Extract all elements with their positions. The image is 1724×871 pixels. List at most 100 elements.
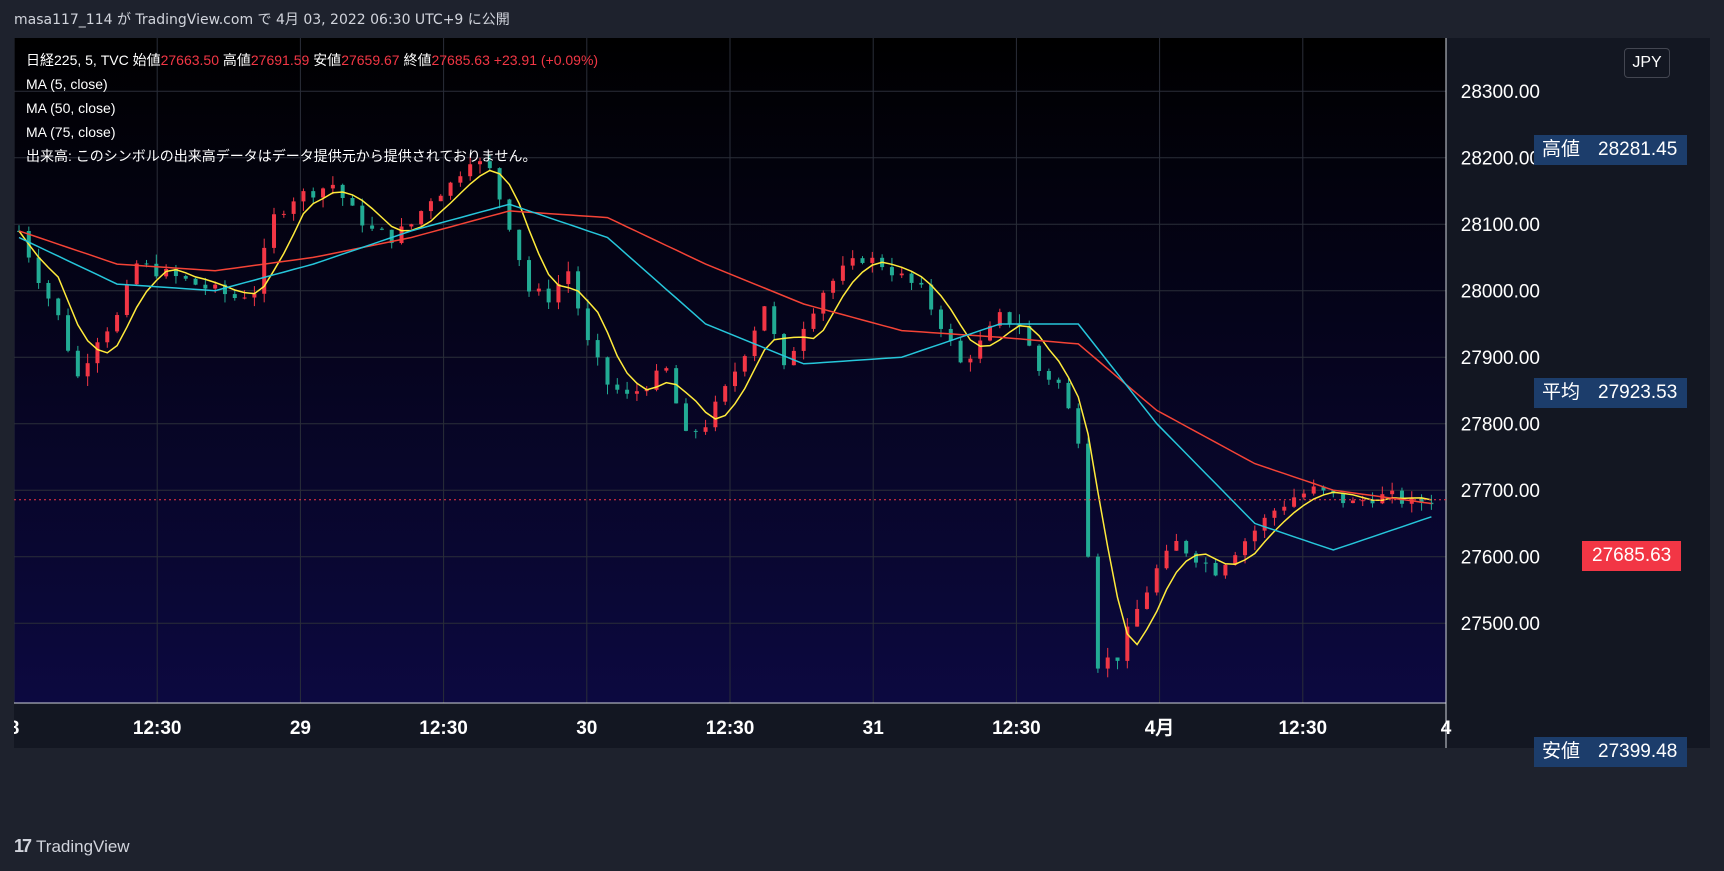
chart-legend: 日経225, 5, TVC 始値27663.50 高値27691.59 安値27… (26, 48, 598, 168)
price-axis: 28300.00 28200.00 28100.00 28000.00 27900.00… (1461, 82, 1540, 635)
candle-body (1233, 555, 1238, 565)
candle-body (213, 284, 218, 289)
candle-body (497, 168, 502, 200)
candle-body (595, 340, 600, 358)
candle-body (448, 182, 453, 196)
candle-body (379, 228, 384, 230)
ma5-line (18, 169, 1432, 646)
candle-body (1341, 493, 1346, 504)
candle-body (782, 334, 787, 366)
candle-body (1105, 657, 1110, 669)
candle-body (811, 313, 816, 329)
candle-body (1046, 370, 1051, 380)
candle-body (1135, 608, 1140, 627)
candle-body (124, 284, 129, 316)
candle-body (1164, 550, 1169, 569)
candle-body (105, 331, 110, 343)
candle-body (1115, 657, 1120, 661)
close-label: 終値 (403, 52, 432, 68)
candle-body (1213, 562, 1218, 576)
candle-body (222, 284, 227, 295)
candle-body (1272, 510, 1277, 518)
candle-body (723, 386, 728, 402)
candle-body (997, 312, 1002, 326)
high-price-tag: 高値 28281.45 (1534, 135, 1688, 165)
low-value: 27659.67 (341, 52, 400, 68)
change-value: +23.91 (+0.09%) (493, 52, 599, 68)
price-tick-label: 28200.00 (1461, 149, 1540, 170)
candle-body (311, 191, 316, 198)
last-price-tag: 27685.63 (1582, 541, 1682, 571)
candle-body (733, 371, 737, 387)
candle-body (301, 191, 306, 202)
candle-body (1056, 379, 1061, 383)
time-tick-label: 12:30 (1278, 718, 1327, 739)
price-tick-label: 27600.00 (1461, 548, 1540, 569)
legend-ma5[interactable]: MA (5, close) (26, 76, 108, 92)
candle-body (203, 284, 208, 289)
time-axis-background (14, 703, 1446, 748)
legend-ma50[interactable]: MA (50, close) (26, 100, 116, 116)
time-axis: 8 12:30 29 12:30 30 12:30 31 12:30 4月 12:30 4 (14, 718, 1452, 739)
candle-body (56, 298, 61, 316)
chart-area[interactable]: 28300.00 28200.00 28100.00 28000.00 27900.00… (14, 38, 1710, 824)
candle-body (193, 278, 198, 285)
symbol-name: 日経225, 5, TVC (26, 52, 129, 68)
low-tag-label: 安値 (1534, 737, 1589, 767)
candle-body (840, 265, 845, 281)
price-tick-label: 28300.00 (1461, 82, 1540, 103)
candle-body (409, 224, 414, 227)
candle-body (958, 340, 963, 363)
candle-body (693, 430, 698, 432)
candle-body (517, 229, 522, 261)
high-tag-label: 高値 (1534, 135, 1589, 165)
candle-body (458, 176, 463, 183)
candle-body (321, 188, 326, 198)
candle-body (242, 297, 247, 299)
candle-body (173, 268, 178, 277)
publish-caption: masa117_114 が TradingView.com で 4月 03, 2… (14, 12, 510, 28)
ohlc-line: 日経225, 5, TVC 始値27663.50 高値27691.59 安値27… (26, 48, 598, 72)
candle-body (1360, 500, 1365, 502)
candle-body (1203, 562, 1208, 564)
candle-body (664, 368, 669, 371)
candle-body (1007, 312, 1012, 325)
high-tag-value: 28281.45 (1588, 135, 1688, 165)
grid-lines (14, 38, 1447, 748)
currency-button[interactable]: JPY (1624, 48, 1670, 78)
candle-body (232, 294, 237, 299)
candle-body (585, 308, 590, 341)
candle-body (1301, 493, 1306, 498)
price-chart[interactable]: 28300.00 28200.00 28100.00 28000.00 27900.00… (14, 38, 1710, 824)
candle-body (1144, 592, 1149, 609)
candle-body (75, 350, 80, 377)
candle-body (831, 280, 836, 293)
candle-body (1350, 500, 1355, 504)
candle-body (1027, 325, 1032, 346)
candle-body (164, 268, 169, 277)
candle-body (938, 309, 943, 329)
candle-body (1193, 553, 1198, 563)
candle-body (713, 401, 718, 428)
candle-body (683, 403, 688, 431)
candle-body (1125, 626, 1130, 661)
candle-body (1282, 506, 1287, 511)
legend-ma75[interactable]: MA (75, close) (26, 124, 116, 140)
low-label: 安値 (313, 52, 342, 68)
candle-body (1154, 568, 1159, 593)
candle-body (262, 247, 267, 294)
tradingview-brand[interactable]: 17 TradingView (14, 836, 130, 857)
candle-body (330, 184, 335, 189)
candle-body (909, 273, 914, 283)
candle-body (1252, 530, 1257, 542)
candle-body (281, 213, 286, 215)
candle-body (1223, 564, 1228, 576)
time-tick-label: 12:30 (133, 718, 182, 739)
candle-body (1243, 541, 1248, 556)
low-price-tag: 安値 27399.48 (1534, 737, 1688, 767)
candle-body (85, 363, 90, 377)
candle-body (860, 258, 865, 263)
candle-body (556, 284, 561, 303)
candle-body (1380, 494, 1385, 504)
open-value: 27663.50 (160, 52, 219, 68)
